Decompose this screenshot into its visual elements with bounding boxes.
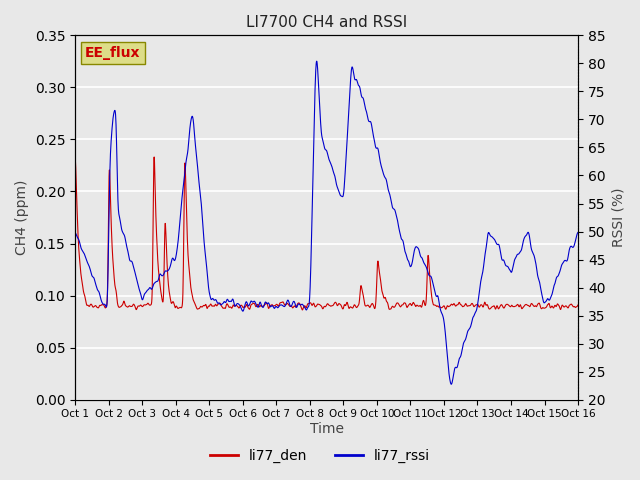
Title: LI7700 CH4 and RSSI: LI7700 CH4 and RSSI [246, 15, 407, 30]
Y-axis label: RSSI (%): RSSI (%) [611, 188, 625, 247]
Legend: li77_den, li77_rssi: li77_den, li77_rssi [204, 443, 436, 468]
Text: EE_flux: EE_flux [85, 46, 141, 60]
Y-axis label: CH4 (ppm): CH4 (ppm) [15, 180, 29, 255]
X-axis label: Time: Time [310, 422, 344, 436]
